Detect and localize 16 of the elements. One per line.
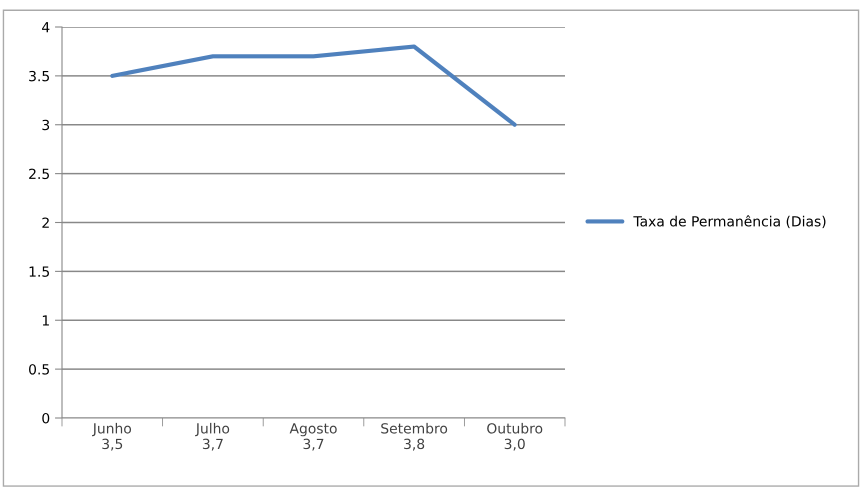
y-tick-label: 3.5 [29,70,49,82]
x-tick-label: Agosto 3,7 [290,423,337,451]
y-tick-label: 2 [42,217,49,228]
x-tick-label: Julho 3,7 [195,422,230,451]
x-tick-label: Setembro 3,8 [381,422,448,451]
y-tick-label: 1 [42,315,49,326]
y-tick-label: 0 [42,412,50,424]
y-tick-label: 4 [42,22,50,32]
x-tick-label: Outubro 3,0 [487,422,542,451]
x-tick-label: Junho 3,5 [92,422,132,451]
line-series [110,44,517,127]
y-tick-label: 1.5 [30,266,49,277]
y-tick-label: 2.5 [29,168,49,180]
y-tick-label: 3 [42,120,50,130]
legend-label: Taxa de Permanência (Dias) [633,215,826,228]
y-tick-label: 0.5 [29,364,49,375]
